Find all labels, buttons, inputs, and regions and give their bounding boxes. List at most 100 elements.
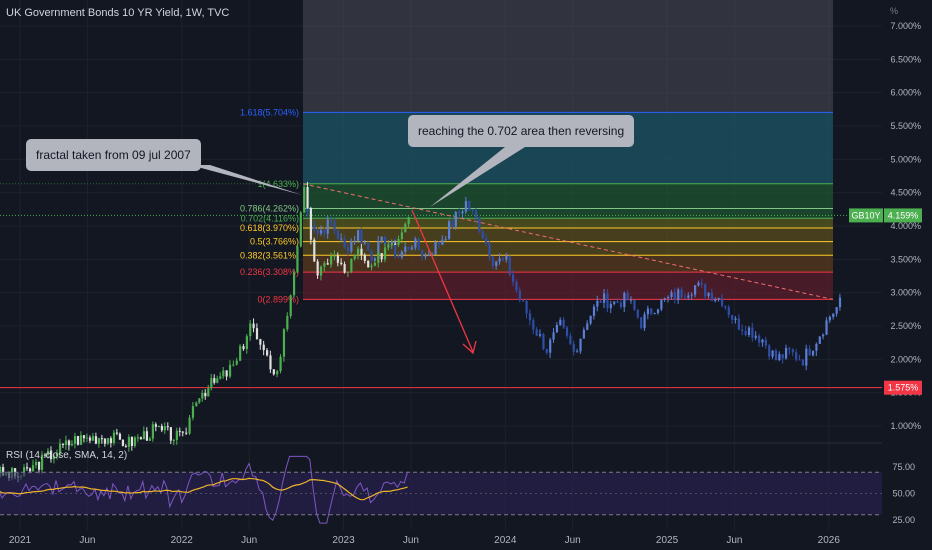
rsi-label: RSI (14, close, SMA, 14, 2) [6, 450, 128, 461]
candle [488, 243, 491, 258]
candle [650, 308, 653, 314]
fib-level-label: 0.702(4.116%) [241, 213, 299, 223]
candle [515, 281, 518, 291]
candle [52, 456, 56, 460]
candle [495, 261, 498, 266]
fib-level-label: 0(2.899%) [257, 294, 299, 304]
candle [225, 370, 228, 377]
candle [505, 256, 508, 260]
fib-band [303, 183, 833, 209]
candle [242, 346, 245, 350]
candle [139, 437, 143, 440]
candle [43, 454, 47, 456]
candle [400, 232, 404, 240]
candle [555, 324, 559, 333]
candle [835, 307, 838, 314]
candle [181, 431, 184, 433]
candle [626, 292, 629, 300]
x-tick-label: Jun [403, 535, 419, 546]
candle [572, 343, 575, 352]
candle [309, 207, 313, 240]
candle [791, 349, 794, 353]
candle [720, 297, 724, 306]
candle [592, 306, 596, 316]
candle [478, 217, 481, 232]
candle [373, 262, 377, 266]
candle [734, 318, 737, 320]
candle [545, 348, 548, 353]
candle [249, 323, 252, 337]
reversal-pointer [430, 147, 525, 207]
candle [815, 343, 818, 351]
candle [589, 315, 592, 324]
candle [458, 212, 461, 214]
candle [501, 258, 505, 260]
candle [185, 432, 188, 434]
fractal-callout[interactable]: fractal taken from 09 jul 2007 [26, 139, 201, 171]
candle [603, 293, 606, 303]
candle [596, 300, 599, 307]
candle [25, 467, 29, 469]
candle [613, 301, 616, 304]
candle [586, 323, 589, 330]
candle [377, 253, 380, 263]
y-tick-label: 2.000% [890, 354, 921, 364]
candle [73, 436, 77, 444]
fib-level-label: 0.5(3.766%) [250, 237, 299, 247]
candle [100, 438, 104, 440]
candle [343, 238, 346, 248]
candle [195, 402, 198, 407]
candle [491, 257, 494, 266]
candle [346, 247, 350, 252]
candle [124, 445, 128, 447]
candle [306, 206, 309, 212]
candle [788, 348, 791, 350]
candle [145, 431, 149, 441]
candle [252, 323, 255, 329]
candle [377, 241, 380, 259]
candle [407, 246, 410, 250]
candle [576, 351, 579, 353]
candle [741, 329, 744, 331]
candle [91, 436, 95, 441]
candle [148, 438, 152, 441]
candle [683, 297, 687, 299]
candle [805, 348, 808, 366]
reversal-callout[interactable]: reaching the 0.702 area then reversing [408, 115, 635, 147]
candle [360, 248, 363, 256]
y-tick-label: 4.000% [890, 221, 921, 231]
candle [407, 216, 410, 225]
candle [471, 209, 474, 211]
y-tick-label: 5.500% [890, 121, 921, 131]
candle [67, 440, 71, 446]
candle [832, 313, 835, 317]
fib-level-label: 0.618(3.970%) [240, 223, 299, 233]
reversal-arrowhead [462, 340, 477, 355]
price-tag-label: 4.159% [888, 210, 919, 220]
candle [390, 243, 393, 246]
candle [97, 438, 101, 444]
candle [599, 300, 602, 303]
candle [326, 263, 329, 265]
candle [474, 210, 478, 218]
candle [700, 282, 703, 285]
candle [387, 245, 390, 248]
candle [437, 242, 441, 245]
candle [130, 437, 134, 446]
candle [316, 261, 319, 276]
candle [292, 272, 296, 296]
candle [818, 336, 821, 344]
candle [694, 285, 697, 295]
candle [343, 264, 346, 273]
candle [410, 247, 414, 250]
candle [166, 426, 169, 428]
candle [562, 319, 565, 328]
candle [764, 339, 767, 346]
candle [363, 243, 366, 245]
candle [431, 254, 434, 256]
candle [151, 424, 155, 439]
candle [79, 435, 83, 445]
candle [582, 329, 585, 339]
candle [2, 467, 5, 476]
